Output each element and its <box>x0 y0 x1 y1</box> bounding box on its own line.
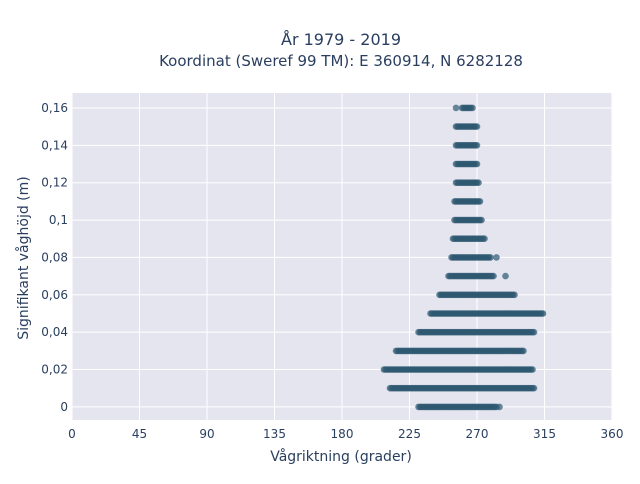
x-tick-label: 225 <box>398 427 421 441</box>
data-point <box>530 328 538 336</box>
x-axis-ticks: 0 45 90 135 180 225 270 315 360 <box>68 427 623 441</box>
y-tick-label: 0,1 <box>49 213 68 227</box>
x-axis-label: Vågriktning (grader) <box>270 448 412 465</box>
data-point <box>511 291 518 299</box>
x-tick-label: 360 <box>601 427 624 441</box>
data-point <box>530 384 538 392</box>
y-axis-label: Signifikant våghöjd (m) <box>15 176 32 339</box>
data-point <box>490 272 497 280</box>
data-point <box>452 104 460 112</box>
data-point <box>502 272 509 280</box>
x-tick-label: 180 <box>331 427 354 441</box>
data-point <box>475 179 482 186</box>
data-point <box>520 347 527 355</box>
data-points <box>380 104 547 411</box>
chart-subtitle: Koordinat (Sweref 99 TM): E 360914, N 62… <box>159 52 523 70</box>
y-tick-label: 0,06 <box>41 288 68 302</box>
chart-title: År 1979 - 2019 <box>281 30 401 49</box>
y-tick-label: 0 <box>60 400 68 414</box>
y-tick-label: 0,02 <box>41 363 68 377</box>
y-tick-label: 0,14 <box>41 138 68 152</box>
data-point <box>476 198 484 205</box>
y-tick-label: 0,16 <box>41 101 68 115</box>
data-point <box>469 104 476 112</box>
data-point <box>493 254 500 261</box>
data-point <box>529 366 536 373</box>
y-tick-label: 0,04 <box>41 325 68 339</box>
x-tick-label: 0 <box>68 427 76 441</box>
x-tick-label: 135 <box>263 427 286 441</box>
data-point <box>539 310 547 317</box>
y-tick-label: 0,08 <box>41 250 68 264</box>
x-tick-label: 90 <box>199 427 214 441</box>
data-point <box>487 254 494 261</box>
data-point <box>473 142 481 149</box>
x-tick-label: 315 <box>533 427 556 441</box>
y-axis-ticks: 0 0,02 0,04 0,06 0,08 0,1 0,12 0,14 0,16 <box>41 101 68 414</box>
data-point <box>473 123 481 130</box>
x-tick-label: 270 <box>466 427 489 441</box>
y-tick-label: 0,12 <box>41 176 68 190</box>
x-tick-label: 45 <box>132 427 147 441</box>
data-point <box>473 160 481 168</box>
data-point <box>496 403 503 411</box>
data-point <box>481 235 488 242</box>
data-point <box>478 216 485 224</box>
